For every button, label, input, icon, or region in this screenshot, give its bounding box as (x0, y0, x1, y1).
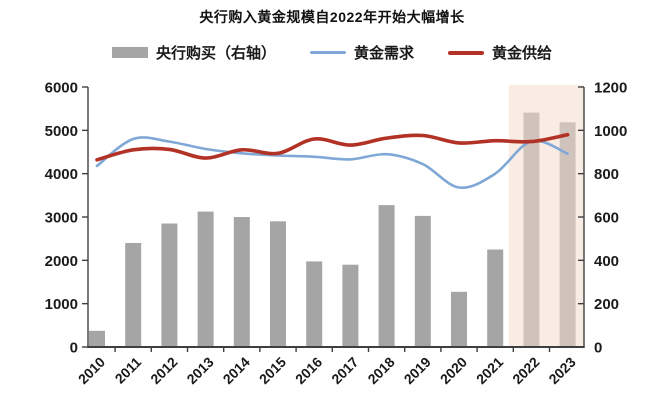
x-axis-label-2016: 2016 (292, 354, 325, 387)
highlight-band-2022-2023 (508, 85, 584, 347)
gold-supply-line (95, 132, 570, 162)
x-axis-label-2012: 2012 (147, 354, 180, 387)
bar-2018 (378, 205, 395, 347)
bar-2016 (306, 261, 323, 347)
x-axis-label-2021: 2021 (473, 354, 506, 387)
bar-2013 (197, 211, 214, 347)
bar-2017 (342, 264, 359, 347)
x-axis-label-2013: 2013 (183, 354, 216, 387)
x-axis-label-2020: 2020 (437, 354, 470, 387)
right-axis-label: 0 (594, 340, 602, 357)
left-axis-label: 6000 (45, 80, 78, 97)
x-axis-label-2015: 2015 (256, 354, 289, 387)
x-axis-label-2023: 2023 (545, 354, 578, 387)
bar-2012 (161, 223, 178, 347)
x-axis-label-2014: 2014 (220, 354, 253, 387)
left-axis-label: 2000 (45, 253, 78, 270)
legend-label-gold-supply: 黄金供给 (492, 45, 553, 62)
x-axis-label-2018: 2018 (364, 354, 397, 387)
x-axis-label-2022: 2022 (509, 354, 542, 387)
left-axis-label: 5000 (45, 123, 78, 140)
legend-item-gold-demand: 黄金需求 (309, 42, 414, 63)
bar-2010 (89, 330, 105, 348)
legend: 央行购买（右轴） 黄金需求 黄金供给 (0, 42, 664, 63)
bar-2015 (270, 221, 286, 347)
bar-swatch-icon (111, 47, 148, 58)
left-axis-label: 3000 (45, 210, 78, 227)
chart-title: 央行购入黄金规模自2022年开始大幅增长 (199, 9, 465, 25)
left-axis-label: 0 (70, 340, 78, 357)
right-axis-label: 200 (594, 296, 619, 313)
legend-item-central-bank: 央行购买（右轴） (111, 42, 276, 63)
line-swatch-icon (448, 50, 484, 55)
right-axis-label: 400 (594, 253, 619, 270)
line-swatch-icon (309, 51, 346, 54)
bar-2014 (233, 217, 250, 347)
gold-demand-line (95, 136, 569, 189)
left-axis-label: 1000 (45, 296, 78, 313)
legend-label-gold-demand: 黄金需求 (353, 45, 414, 62)
x-axis-label-2017: 2017 (328, 354, 361, 387)
x-axis-ticks-labels: 2010 2011 2012 2013 2014 2015 2016 2017 2018 2019… (75, 347, 579, 387)
right-axis-ticks: 0 200 400 600 800 1000 1200 (578, 80, 627, 357)
bar-2019 (414, 215, 431, 347)
bar-2021 (487, 249, 504, 347)
right-axis-label: 800 (594, 166, 619, 183)
x-axis-label-2010: 2010 (75, 354, 108, 387)
x-axis-label-2011: 2011 (112, 354, 145, 387)
left-axis-ticks: 0 1000 2000 3000 4000 5000 6000 (45, 80, 88, 357)
legend-label-central-bank: 央行购买（右轴） (155, 45, 276, 62)
right-axis-label: 1200 (594, 80, 627, 97)
x-axis-label-2019: 2019 (401, 354, 434, 387)
bar-2020 (451, 291, 467, 348)
right-axis-label: 600 (594, 210, 619, 227)
right-axis-label: 1000 (594, 123, 627, 140)
bar-2011 (125, 243, 142, 347)
legend-item-gold-supply: 黄金供给 (448, 42, 552, 63)
left-axis-label: 4000 (45, 166, 78, 183)
